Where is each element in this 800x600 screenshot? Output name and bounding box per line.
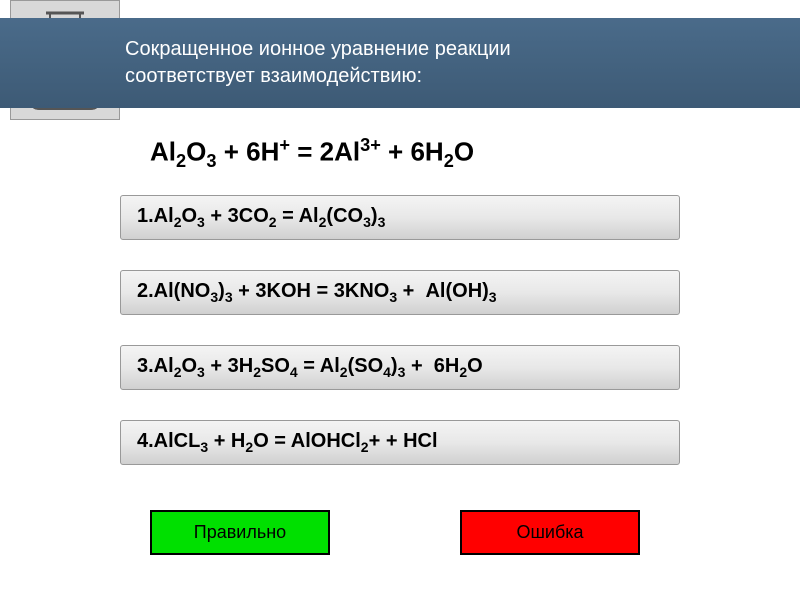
feedback-correct-label: Правильно: [194, 522, 286, 543]
header-title: Сокращенное ионное уравнение реакции соо…: [125, 36, 511, 90]
feedback-correct-badge: Правильно: [150, 510, 330, 555]
header-line-2: соответствует взаимодействию:: [125, 65, 422, 87]
header-line-1: Сокращенное ионное уравнение реакции: [125, 38, 511, 60]
option-1-text: 1.Al2O3 + 3CO2 = Al2(CO3)3: [137, 205, 385, 230]
option-2-button[interactable]: 2.Al(NO3)3 + 3KOH = 3KNO3 + Al(OH)3: [120, 270, 680, 315]
feedback-wrong-badge: Ошибка: [460, 510, 640, 555]
option-3-button[interactable]: 3.Al2O3 + 3H2SO4 = Al2(SO4)3 + 6H2O: [120, 345, 680, 390]
option-1-button[interactable]: 1.Al2O3 + 3CO2 = Al2(CO3)3: [120, 195, 680, 240]
header-bar: Сокращенное ионное уравнение реакции соо…: [0, 18, 800, 108]
option-2-text: 2.Al(NO3)3 + 3KOH = 3KNO3 + Al(OH)3: [137, 280, 497, 305]
option-4-button[interactable]: 4.AlCL3 + H2O = AlOHCl2+ + HCl: [120, 420, 680, 465]
main-equation: Al2O3 + 6H+ = 2Al3+ + 6H2O: [150, 135, 474, 172]
feedback-wrong-label: Ошибка: [516, 522, 583, 543]
option-4-text: 4.AlCL3 + H2O = AlOHCl2+ + HCl: [137, 430, 438, 455]
option-3-text: 3.Al2O3 + 3H2SO4 = Al2(SO4)3 + 6H2O: [137, 355, 483, 380]
